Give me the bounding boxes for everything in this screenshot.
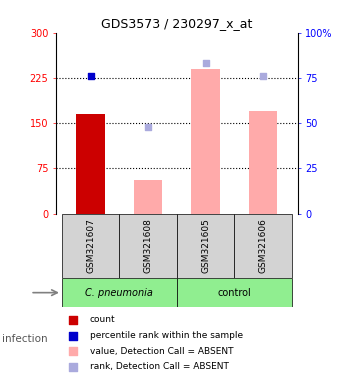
Bar xyxy=(76,114,105,214)
Text: C. pneumonia: C. pneumonia xyxy=(85,288,153,298)
Point xyxy=(260,73,266,79)
Text: GSM321606: GSM321606 xyxy=(258,218,268,273)
Point xyxy=(145,124,151,130)
Text: rank, Detection Call = ABSENT: rank, Detection Call = ABSENT xyxy=(90,362,229,371)
Text: count: count xyxy=(90,316,116,324)
Bar xyxy=(134,180,163,214)
Text: GSM321608: GSM321608 xyxy=(143,218,153,273)
Bar xyxy=(234,214,292,278)
Text: percentile rank within the sample: percentile rank within the sample xyxy=(90,331,243,340)
Bar xyxy=(249,111,277,214)
Bar xyxy=(177,278,292,307)
Bar xyxy=(119,214,177,278)
Point xyxy=(203,60,208,66)
Point xyxy=(88,73,93,79)
Point xyxy=(328,236,333,242)
Bar xyxy=(62,214,119,278)
Bar xyxy=(62,278,177,307)
Bar xyxy=(191,69,220,214)
Point xyxy=(328,94,333,100)
Text: infection: infection xyxy=(2,334,47,344)
Text: control: control xyxy=(217,288,251,298)
Text: GSM321607: GSM321607 xyxy=(86,218,95,273)
Text: GSM321605: GSM321605 xyxy=(201,218,210,273)
Text: value, Detection Call = ABSENT: value, Detection Call = ABSENT xyxy=(90,347,233,356)
Title: GDS3573 / 230297_x_at: GDS3573 / 230297_x_at xyxy=(101,17,253,30)
Bar xyxy=(177,214,234,278)
